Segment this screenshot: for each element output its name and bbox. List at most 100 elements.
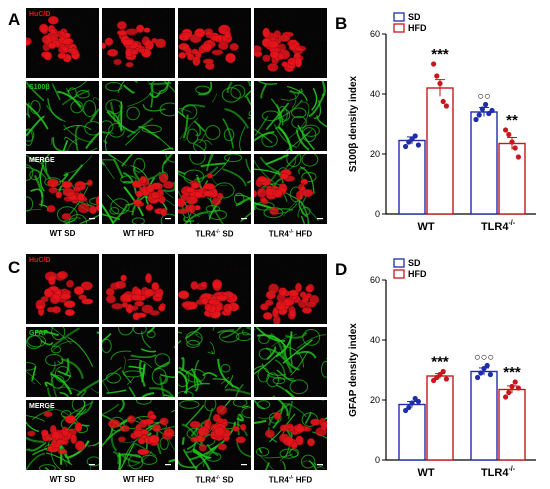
bottom-column-label-0: WT SD bbox=[49, 475, 76, 484]
top-micrograph-r1-c1 bbox=[102, 81, 175, 151]
chart-b-point-HFD-0-2 bbox=[437, 80, 443, 87]
chart-d-point-SD-0-4 bbox=[415, 398, 421, 405]
chart-d-point-SD-1-0 bbox=[475, 374, 481, 381]
chart-d-point-HFD-0-3 bbox=[440, 368, 446, 375]
chart-b-point-SD-1-1 bbox=[476, 112, 482, 118]
chart-d-point-SD-1-3 bbox=[484, 362, 490, 369]
top-row-label-2: MERGE bbox=[29, 157, 55, 164]
panel-letter-d: D bbox=[335, 260, 348, 279]
chart-d-ytick-label-0: 0 bbox=[375, 455, 380, 465]
top-micrograph-r2-c1 bbox=[102, 154, 175, 224]
chart-b-point-HFD-1-4 bbox=[515, 154, 521, 160]
bottom-row-label-0: HuC/D bbox=[29, 257, 51, 264]
chart-b-category-label-0: WT bbox=[417, 221, 434, 233]
chart-b-point-HFD-0-3 bbox=[440, 98, 446, 105]
chart-b-annotation-0: *** bbox=[431, 46, 449, 63]
chart-d-annotation-0: *** bbox=[431, 354, 449, 371]
chart-d-bar-SD-0 bbox=[398, 403, 426, 461]
top-column-label-0: WT SD bbox=[49, 229, 76, 238]
chart-b-ytick-label-3: 60 bbox=[370, 29, 380, 39]
chart-b-ytick-label-0: 0 bbox=[375, 209, 380, 219]
bottom-micrograph-r1-c2 bbox=[178, 327, 251, 397]
chart-b-point-SD-0-0 bbox=[403, 143, 409, 150]
bottom-micrograph-r0-c2 bbox=[178, 254, 251, 324]
chart-d-ytick-label-3: 60 bbox=[370, 275, 380, 285]
chart-b-point-SD-1-3 bbox=[483, 101, 489, 108]
bottom-micrograph-r1-c3 bbox=[254, 327, 327, 397]
bottom-row-label-1: GFAP bbox=[29, 330, 49, 337]
chart-b-legend-label-0: SD bbox=[408, 12, 421, 22]
chart-d-bar-HFD-0 bbox=[426, 375, 454, 461]
chart-d-point-SD-0-1 bbox=[406, 404, 412, 411]
chart-b-point-SD-1-5 bbox=[489, 107, 495, 114]
chart-d-legend-label-1: HFD bbox=[408, 269, 427, 279]
top-micrograph-r1-c3 bbox=[254, 81, 327, 151]
top-micrograph-r0-c1 bbox=[102, 8, 175, 78]
top-micrograph-r2-c2 bbox=[178, 154, 251, 224]
chart-b-point-HFD-1-0 bbox=[503, 127, 509, 133]
top-column-label-2: TLR4-/- SD bbox=[195, 229, 234, 239]
top-micrograph-r2-c0: MERGE bbox=[26, 154, 99, 224]
chart-d-ytick-label-1: 20 bbox=[370, 395, 380, 405]
chart-b-category-label-1: TLR4-/- bbox=[481, 220, 516, 233]
panel-letter-a: A bbox=[8, 10, 21, 29]
panel-letter-c: C bbox=[8, 258, 21, 277]
chart-b-point-HFD-1-2 bbox=[509, 139, 515, 145]
top-column-label-3: TLR4-/- HFD bbox=[268, 229, 313, 239]
chart-b-annotation-1: ○○ bbox=[477, 91, 490, 103]
chart-d-legend-swatch-0 bbox=[393, 258, 405, 268]
chart-b-legend-swatch-1 bbox=[393, 23, 405, 33]
chart-d-category-label-0: WT bbox=[417, 467, 434, 479]
chart-d-legend-label-0: SD bbox=[408, 258, 421, 268]
chart-d-point-HFD-1-3 bbox=[512, 379, 518, 385]
bottom-micrograph-r0-c3 bbox=[254, 254, 327, 324]
chart-d-ylabel: GFAP density index bbox=[348, 323, 359, 417]
chart-d-point-SD-1-1 bbox=[478, 370, 484, 376]
chart-d-annotation-2: *** bbox=[503, 364, 521, 381]
chart-d-legend-swatch-1 bbox=[393, 269, 405, 279]
bottom-micrograph-r0-c0: HuC/D bbox=[26, 254, 99, 324]
chart-d-point-HFD-1-2 bbox=[509, 383, 515, 390]
chart-d-bar-SD-1 bbox=[470, 370, 498, 461]
bottom-column-label-1: WT HFD bbox=[122, 475, 155, 484]
chart-b-ytick-label-1: 20 bbox=[370, 149, 380, 159]
chart-b-legend-label-1: HFD bbox=[408, 23, 427, 33]
top-micrograph-r0-c0: HuC/D bbox=[26, 8, 99, 78]
chart-b-point-HFD-1-3 bbox=[512, 145, 518, 151]
chart-b-ytick-label-2: 40 bbox=[370, 89, 380, 99]
top-row-label-0: HuC/D bbox=[29, 11, 51, 18]
chart-b-bar-HFD-0 bbox=[426, 87, 454, 215]
chart-b-bar-HFD-1 bbox=[498, 142, 526, 215]
chart-b-bar-SD-0 bbox=[398, 139, 426, 215]
bottom-row-label-2: MERGE bbox=[29, 403, 55, 410]
chart-d-point-HFD-0-4 bbox=[443, 376, 449, 382]
chart-b-point-SD-1-2 bbox=[479, 106, 485, 112]
bottom-column-label-2: TLR4-/- SD bbox=[195, 475, 234, 485]
chart-d-ytick-label-2: 40 bbox=[370, 335, 380, 345]
chart-b-ylabel: S100β density index bbox=[348, 75, 359, 172]
chart-b-annotation-2: ** bbox=[506, 112, 518, 129]
bottom-micrograph-r2-c1 bbox=[102, 400, 175, 470]
chart-d-point-SD-1-4 bbox=[487, 371, 493, 378]
chart-b-bar-SD-1 bbox=[470, 111, 498, 215]
top-micrograph-r0-c3 bbox=[254, 8, 327, 78]
bottom-micrograph-r2-c2 bbox=[178, 400, 251, 470]
chart-d-point-SD-0-2 bbox=[409, 400, 415, 406]
top-row-label-1: S100β bbox=[29, 84, 50, 91]
bottom-micrograph-r1-c1 bbox=[102, 327, 175, 397]
chart-b-legend-swatch-0 bbox=[393, 12, 405, 22]
bottom-micrograph-r0-c1 bbox=[102, 254, 175, 324]
chart-d-category-label-1: TLR4-/- bbox=[481, 466, 516, 479]
bottom-micrograph-r2-c0: MERGE bbox=[26, 400, 99, 470]
panel-letter-b: B bbox=[335, 14, 348, 33]
chart-d-point-HFD-1-0 bbox=[503, 394, 509, 400]
chart-b-point-SD-0-3 bbox=[412, 133, 418, 139]
top-micrograph-r1-c2 bbox=[178, 81, 251, 151]
bottom-micrograph-r1-c0: GFAP bbox=[26, 327, 99, 397]
top-micrograph-r2-c3 bbox=[254, 154, 327, 224]
chart-d-annotation-1: ○○○ bbox=[474, 352, 494, 364]
top-column-label-1: WT HFD bbox=[122, 229, 155, 238]
chart-b-point-SD-1-0 bbox=[473, 116, 479, 123]
bottom-micrograph-r2-c3 bbox=[254, 400, 327, 470]
